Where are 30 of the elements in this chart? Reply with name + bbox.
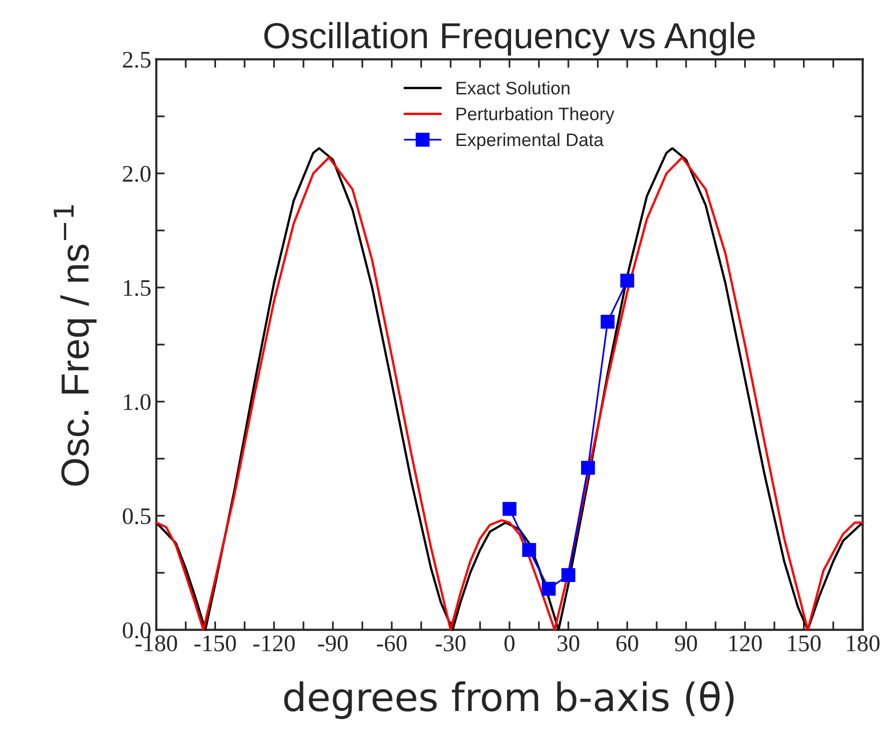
y-tick-label: 1.0 <box>124 394 151 410</box>
y-tick-label: 2.5 <box>122 52 151 68</box>
point <box>502 502 516 516</box>
legend-label: Exact Solution <box>456 81 570 94</box>
point <box>561 568 576 582</box>
point <box>620 274 634 288</box>
x-tick-label: 120 <box>729 635 762 652</box>
x-tick-label: -60 <box>376 635 407 652</box>
chart-title: Oscillation Frequency vs Angle <box>264 22 755 56</box>
legend-label: Experimental Data <box>456 132 604 150</box>
x-axis-title: degrees from b-axis (θ) <box>284 681 734 720</box>
x-tick-label: 90 <box>675 635 697 652</box>
x-tick-label: 0 <box>504 635 514 652</box>
legend-label: Perturbation Theory <box>456 107 614 124</box>
point <box>581 460 595 475</box>
y-tick-label: 0.5 <box>122 508 151 524</box>
x-tick-label: 60 <box>616 635 638 652</box>
x-tick-label: 150 <box>788 635 821 652</box>
y-axis-title: Osc. Freq / ns$^{−1}$ <box>54 205 97 486</box>
x-tick-label: 180 <box>847 635 880 652</box>
point <box>600 314 615 329</box>
x-tick-label: -30 <box>436 635 466 652</box>
x-tick-label: -90 <box>318 635 348 652</box>
x-tick-label: -120 <box>253 635 295 652</box>
point <box>522 543 536 557</box>
x-tick-label: 30 <box>558 635 580 652</box>
point <box>542 582 556 596</box>
y-tick-label: 2.0 <box>122 166 151 182</box>
y-tick-label: 1.5 <box>124 280 151 296</box>
x-tick-label: -150 <box>194 635 236 652</box>
